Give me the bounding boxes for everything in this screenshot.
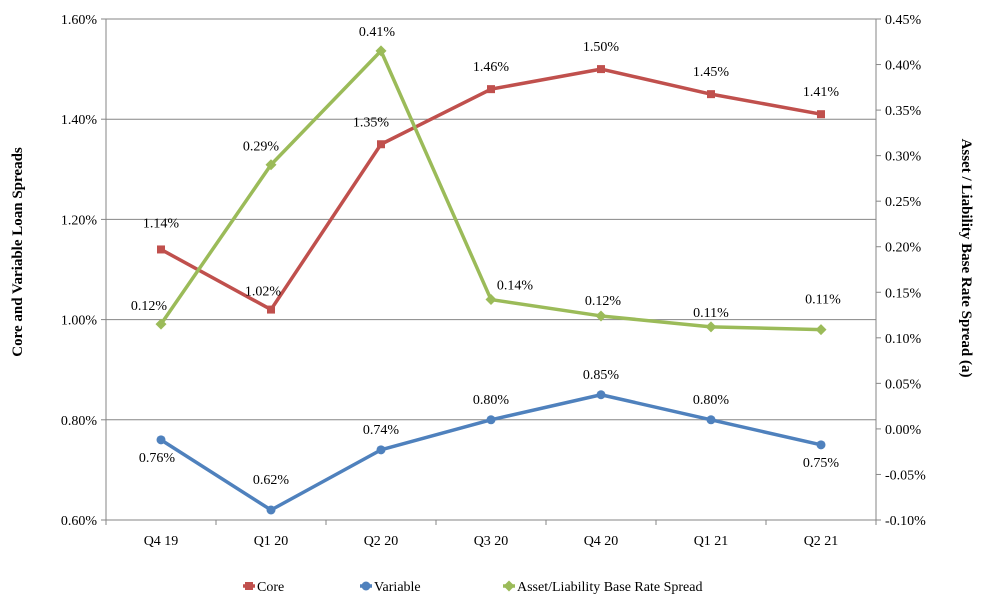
legend-swatch-marker-variable [361,581,371,591]
core-point [487,85,495,94]
y-axis-right-title: Asset / Liability Base Rate Spread (a) [958,139,974,378]
y-right-tick-label: 0.10% [885,332,922,347]
core-data-label: 1.46% [473,60,510,75]
y-right-tick-label: 0.30% [885,150,922,165]
asset-liability-base-rate-spread-data-label: 0.41% [359,25,396,40]
variable-data-label: 0.80% [473,393,510,408]
variable-point [596,390,606,400]
legend-swatch-marker-asset-liability-base-rate-spread [503,580,515,592]
core-point [817,110,825,119]
x-tick-label: Q2 21 [804,534,839,549]
variable-point [156,435,166,445]
x-tick-label: Q4 20 [584,534,619,549]
core-point [377,140,385,149]
asset-liability-base-rate-spread-point [155,318,167,330]
core-data-label: 1.45% [693,65,730,80]
x-tick-label: Q3 20 [474,534,509,549]
y-right-tick-label: 0.35% [885,104,922,119]
legend: Core Variable Asset/Liability Base Rate Sp… [243,580,702,595]
asset-liability-base-rate-spread-data-label: 0.14% [497,279,534,294]
variable-data-label: 0.76% [139,451,176,466]
variable-data-label: 0.74% [363,423,400,438]
variable-point [376,445,386,455]
x-tick-label: Q4 19 [144,534,179,549]
variable-point [486,415,496,425]
core-data-label: 1.14% [143,216,180,231]
series-layer [155,45,827,515]
asset-liability-base-rate-spread-point [375,45,387,57]
variable-line [160,393,822,512]
legend-label-core: Core [257,580,284,595]
asset-liability-base-rate-spread-data-label: 0.12% [131,299,168,314]
asset-liability-base-rate-spread-point [485,294,497,306]
y-left-tick-label: 0.80% [61,414,98,429]
core-line [160,67,822,312]
x-tick-label: Q1 21 [694,534,729,549]
legend-label-variable: Variable [374,580,421,595]
y-right-tick-label: 0.00% [885,423,922,438]
variable-point [706,415,716,425]
core-data-label: 1.02% [245,285,282,300]
asset-liability-base-rate-spread-point [815,324,827,336]
variable-data-label: 0.80% [693,393,730,408]
asset-liability-base-rate-spread-data-label: 0.11% [805,293,841,308]
axes: 0.60% 0.80% 1.00% 1.20% 1.40% 1.60% -0.10% -0.0… [61,13,926,549]
core-point [707,90,715,99]
y-left-tick-label: 1.20% [61,213,98,228]
core-data-label: 1.35% [353,115,390,130]
core-data-label: 1.41% [803,85,840,100]
legend-swatch-marker-core [245,582,253,590]
variable-data-label: 0.75% [803,456,840,471]
y-right-tick-label: 0.45% [885,13,922,28]
core-data-label: 1.50% [583,40,620,55]
variable-data-label: 0.62% [253,473,290,488]
y-left-tick-label: 1.00% [61,314,98,329]
y-right-tick-label: 0.20% [885,241,922,256]
asset-liability-base-rate-spread-point [265,159,277,171]
asset-liability-base-rate-spread-point [705,321,717,333]
y-right-tick-label: -0.10% [885,514,926,529]
core-point [157,245,165,254]
y-axis-left-title: Core and Variable Loan Spreads [10,147,26,357]
y-right-tick-label: 0.15% [885,286,922,301]
gridlines [106,18,876,521]
y-right-tick-label: 0.25% [885,195,922,210]
x-tick-label: Q2 20 [364,534,399,549]
core-point [597,65,605,74]
y-left-tick-label: 0.60% [61,514,98,529]
data-labels: 1.14% 1.02% 1.35% 1.46% 1.50% 1.45% 1.41% 0.76%… [131,25,841,488]
x-tick-label: Q1 20 [254,534,289,549]
asset-liability-base-rate-spread-data-label: 0.29% [243,140,280,155]
y-right-tick-label: 0.05% [885,377,922,392]
y-left-tick-label: 1.40% [61,113,98,128]
y-right-tick-label: 0.40% [885,59,922,74]
y-right-tick-label: -0.05% [885,468,926,483]
variable-point [266,505,276,515]
core-point [267,305,275,314]
y-left-tick-label: 1.60% [61,13,98,28]
asset-liability-base-rate-spread-data-label: 0.11% [693,306,729,321]
variable-point [816,440,826,450]
asset-liability-base-rate-spread-data-label: 0.12% [585,294,622,309]
legend-label-asset-liability-base-rate-spread: Asset/Liability Base Rate Spread [517,580,702,595]
variable-data-label: 0.85% [583,368,620,383]
asset-liability-base-rate-spread-point [595,310,607,322]
